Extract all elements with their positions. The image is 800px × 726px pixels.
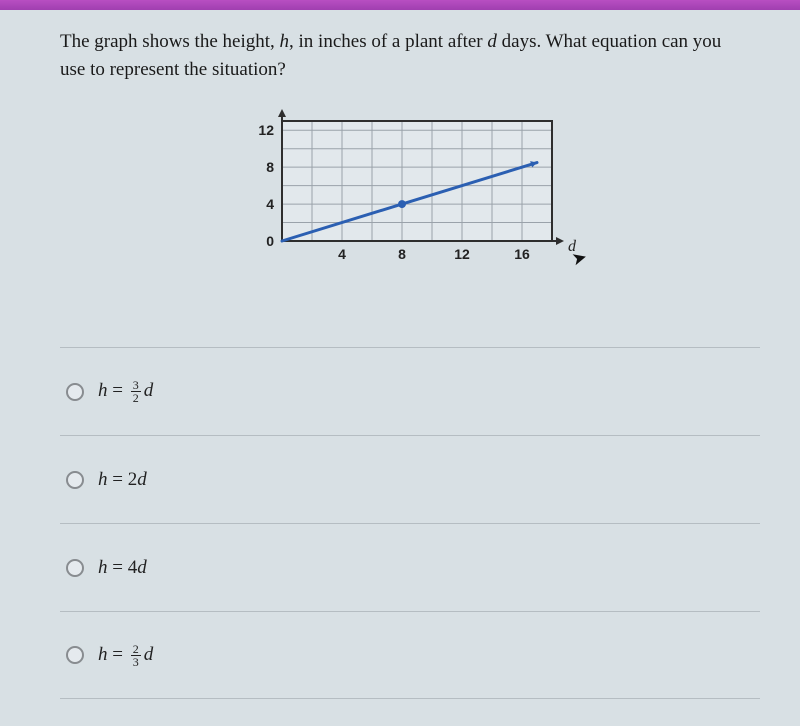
option-c-label: h = 4d bbox=[98, 557, 147, 579]
svg-text:h: h bbox=[286, 107, 294, 111]
opt-eq: = 2 bbox=[108, 469, 138, 490]
frac-den: 3 bbox=[131, 656, 141, 668]
option-b-label: h = 2d bbox=[98, 469, 147, 491]
chart-container: 0 4 8 12 4 8 12 16 h d bbox=[60, 107, 760, 277]
option-a[interactable]: h = 32d bbox=[60, 347, 760, 435]
q-text-1: The graph shows the height, bbox=[60, 31, 280, 52]
opt-h: h bbox=[98, 469, 108, 490]
radio-icon[interactable] bbox=[66, 559, 84, 577]
q-text-2: , in inches of a plant after bbox=[289, 31, 487, 52]
question-page: The graph shows the height, h, in inches… bbox=[0, 10, 800, 699]
opt-d: d bbox=[137, 469, 147, 490]
svg-text:4: 4 bbox=[338, 246, 346, 262]
plant-growth-chart: 0 4 8 12 4 8 12 16 h d bbox=[240, 107, 580, 277]
svg-text:12: 12 bbox=[258, 122, 274, 138]
option-a-label: h = 32d bbox=[98, 379, 153, 404]
svg-text:4: 4 bbox=[266, 196, 274, 212]
option-d-label: h = 23d bbox=[98, 643, 153, 668]
window-topbar bbox=[0, 0, 800, 10]
opt-h: h bbox=[98, 557, 108, 578]
radio-icon[interactable] bbox=[66, 383, 84, 401]
opt-d: d bbox=[144, 643, 154, 664]
frac-num: 2 bbox=[131, 643, 141, 656]
svg-text:8: 8 bbox=[266, 159, 274, 175]
opt-h: h bbox=[98, 643, 108, 664]
opt-eq: = bbox=[108, 643, 128, 664]
fraction: 32 bbox=[131, 379, 141, 404]
opt-eq: = 4 bbox=[108, 557, 138, 578]
opt-d: d bbox=[144, 380, 154, 401]
option-c[interactable]: h = 4d bbox=[60, 523, 760, 611]
q-var-d: d bbox=[487, 31, 497, 52]
option-d[interactable]: h = 23d bbox=[60, 611, 760, 699]
fraction: 23 bbox=[131, 643, 141, 668]
opt-eq: = bbox=[108, 380, 128, 401]
svg-text:8: 8 bbox=[398, 246, 406, 262]
opt-d: d bbox=[137, 557, 147, 578]
option-b[interactable]: h = 2d bbox=[60, 435, 760, 523]
frac-den: 2 bbox=[131, 392, 141, 404]
svg-text:12: 12 bbox=[454, 246, 470, 262]
svg-text:16: 16 bbox=[514, 246, 530, 262]
svg-text:d: d bbox=[568, 238, 577, 255]
radio-icon[interactable] bbox=[66, 646, 84, 664]
opt-h: h bbox=[98, 380, 108, 401]
q-var-h: h bbox=[280, 31, 290, 52]
question-text: The graph shows the height, h, in inches… bbox=[60, 28, 740, 83]
svg-text:0: 0 bbox=[266, 233, 274, 249]
radio-icon[interactable] bbox=[66, 471, 84, 489]
answer-options: h = 32d h = 2d h = 4d h = 23d bbox=[60, 347, 760, 699]
